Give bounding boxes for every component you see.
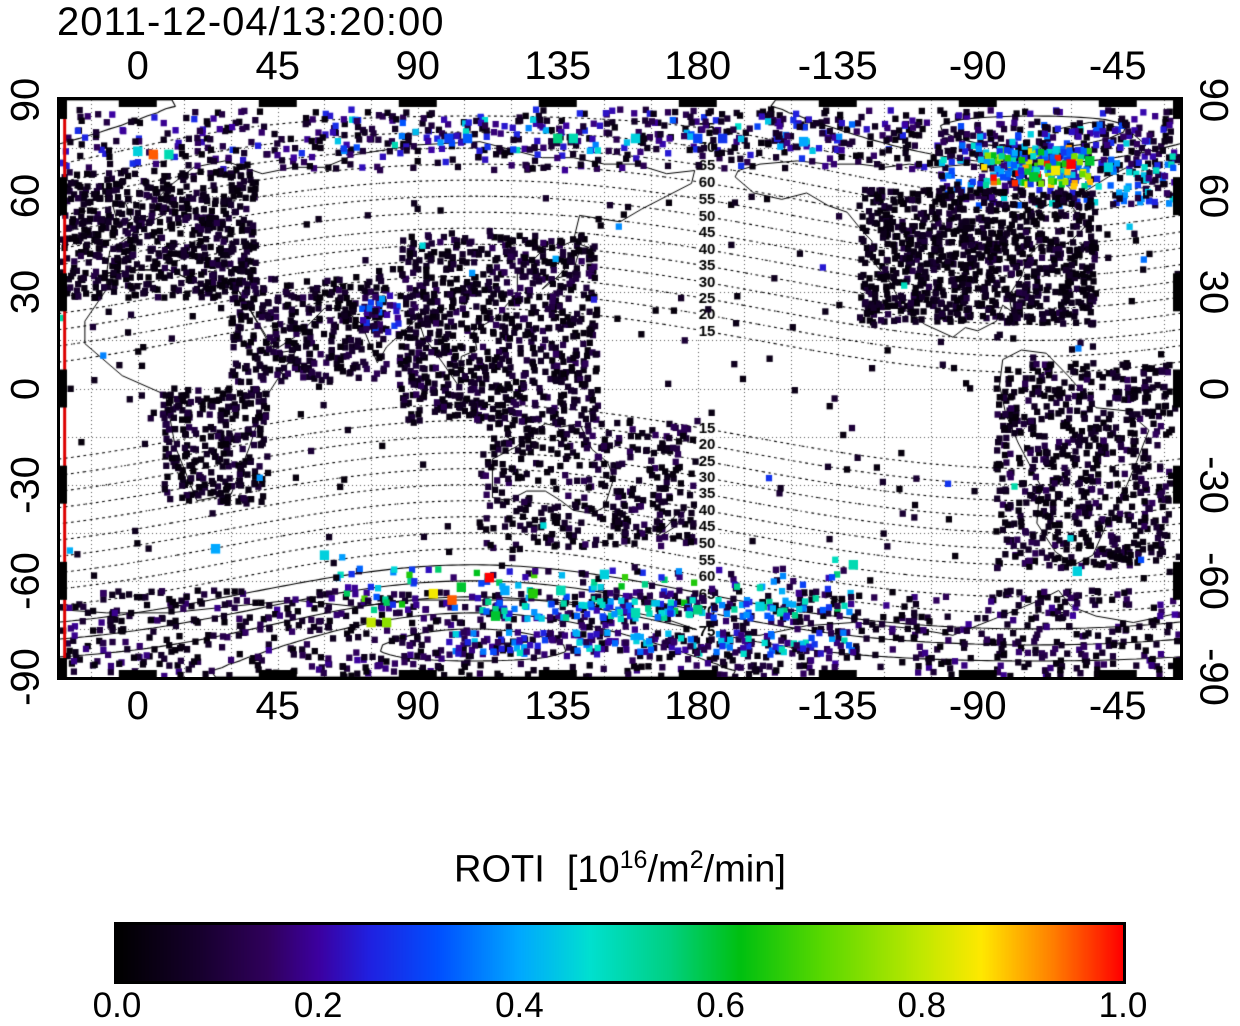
plot-title: 2011-12-04/13:20:00 (57, 0, 445, 44)
colorbar-title-per-min: /min] (703, 848, 786, 891)
y-tick-label-right: -30 (1191, 455, 1236, 514)
x-tick-label-top: 90 (395, 44, 441, 88)
colorbar-title-bracket: [10 (566, 848, 620, 891)
y-tick-label-left: 60 (3, 173, 48, 219)
colorbar-title-per-m: /m (647, 848, 690, 891)
x-tick-label-bottom: 90 (395, 684, 441, 728)
colorbar-title-exponent-16: 16 (619, 846, 648, 874)
x-tick-label-bottom: 0 (126, 684, 149, 728)
y-tick-label-left: -30 (3, 455, 48, 514)
y-tick-label-right: 30 (1191, 270, 1236, 315)
x-tick-label-bottom: 180 (664, 684, 732, 728)
colorbar-canvas (117, 925, 1123, 981)
colorbar-tick-label: 0.0 (92, 986, 142, 1025)
y-tick-label-left: -60 (3, 551, 48, 610)
x-tick-label-top: -45 (1088, 44, 1147, 88)
x-tick-label-top: -90 (948, 44, 1007, 88)
x-tick-label-top: -135 (797, 44, 878, 88)
x-tick-label-top: 135 (524, 44, 592, 88)
x-tick-label-bottom: 45 (255, 684, 301, 728)
colorbar-tick-label: 0.8 (897, 986, 947, 1025)
colorbar-frame (114, 922, 1126, 984)
colorbar-tick-label: 1.0 (1098, 986, 1148, 1025)
y-tick-label-left: 30 (3, 270, 48, 315)
y-tick-label-right: -90 (1191, 648, 1236, 706)
x-tick-label-bottom: -45 (1088, 684, 1147, 728)
map-canvas (60, 100, 1180, 677)
x-tick-label-bottom: -135 (797, 684, 878, 728)
colorbar-tick-label: 0.6 (696, 986, 745, 1025)
y-tick-label-left: 90 (3, 77, 48, 123)
x-tick-label-top: 45 (255, 44, 301, 88)
colorbar-title-exponent-2: 2 (689, 846, 704, 874)
y-tick-label-right: 90 (1191, 77, 1236, 123)
map-frame (57, 97, 1183, 680)
colorbar-tick-label: 0.4 (495, 986, 544, 1025)
y-tick-label-right: -60 (1191, 551, 1236, 610)
y-tick-label-right: 0 (1191, 377, 1236, 400)
x-tick-label-bottom: -90 (948, 684, 1007, 728)
x-tick-label-bottom: 135 (524, 684, 592, 728)
x-tick-label-top: 0 (126, 44, 149, 88)
colorbar-title-roti: ROTI (454, 848, 545, 891)
colorbar-title: ROTI [1016/m2/min] (0, 846, 1240, 892)
colorbar-tick-label: 0.2 (293, 986, 343, 1025)
x-tick-label-top: 180 (664, 44, 732, 88)
y-tick-label-right: 60 (1191, 173, 1236, 219)
y-tick-label-left: -90 (3, 648, 48, 706)
y-tick-label-left: 0 (3, 377, 48, 400)
